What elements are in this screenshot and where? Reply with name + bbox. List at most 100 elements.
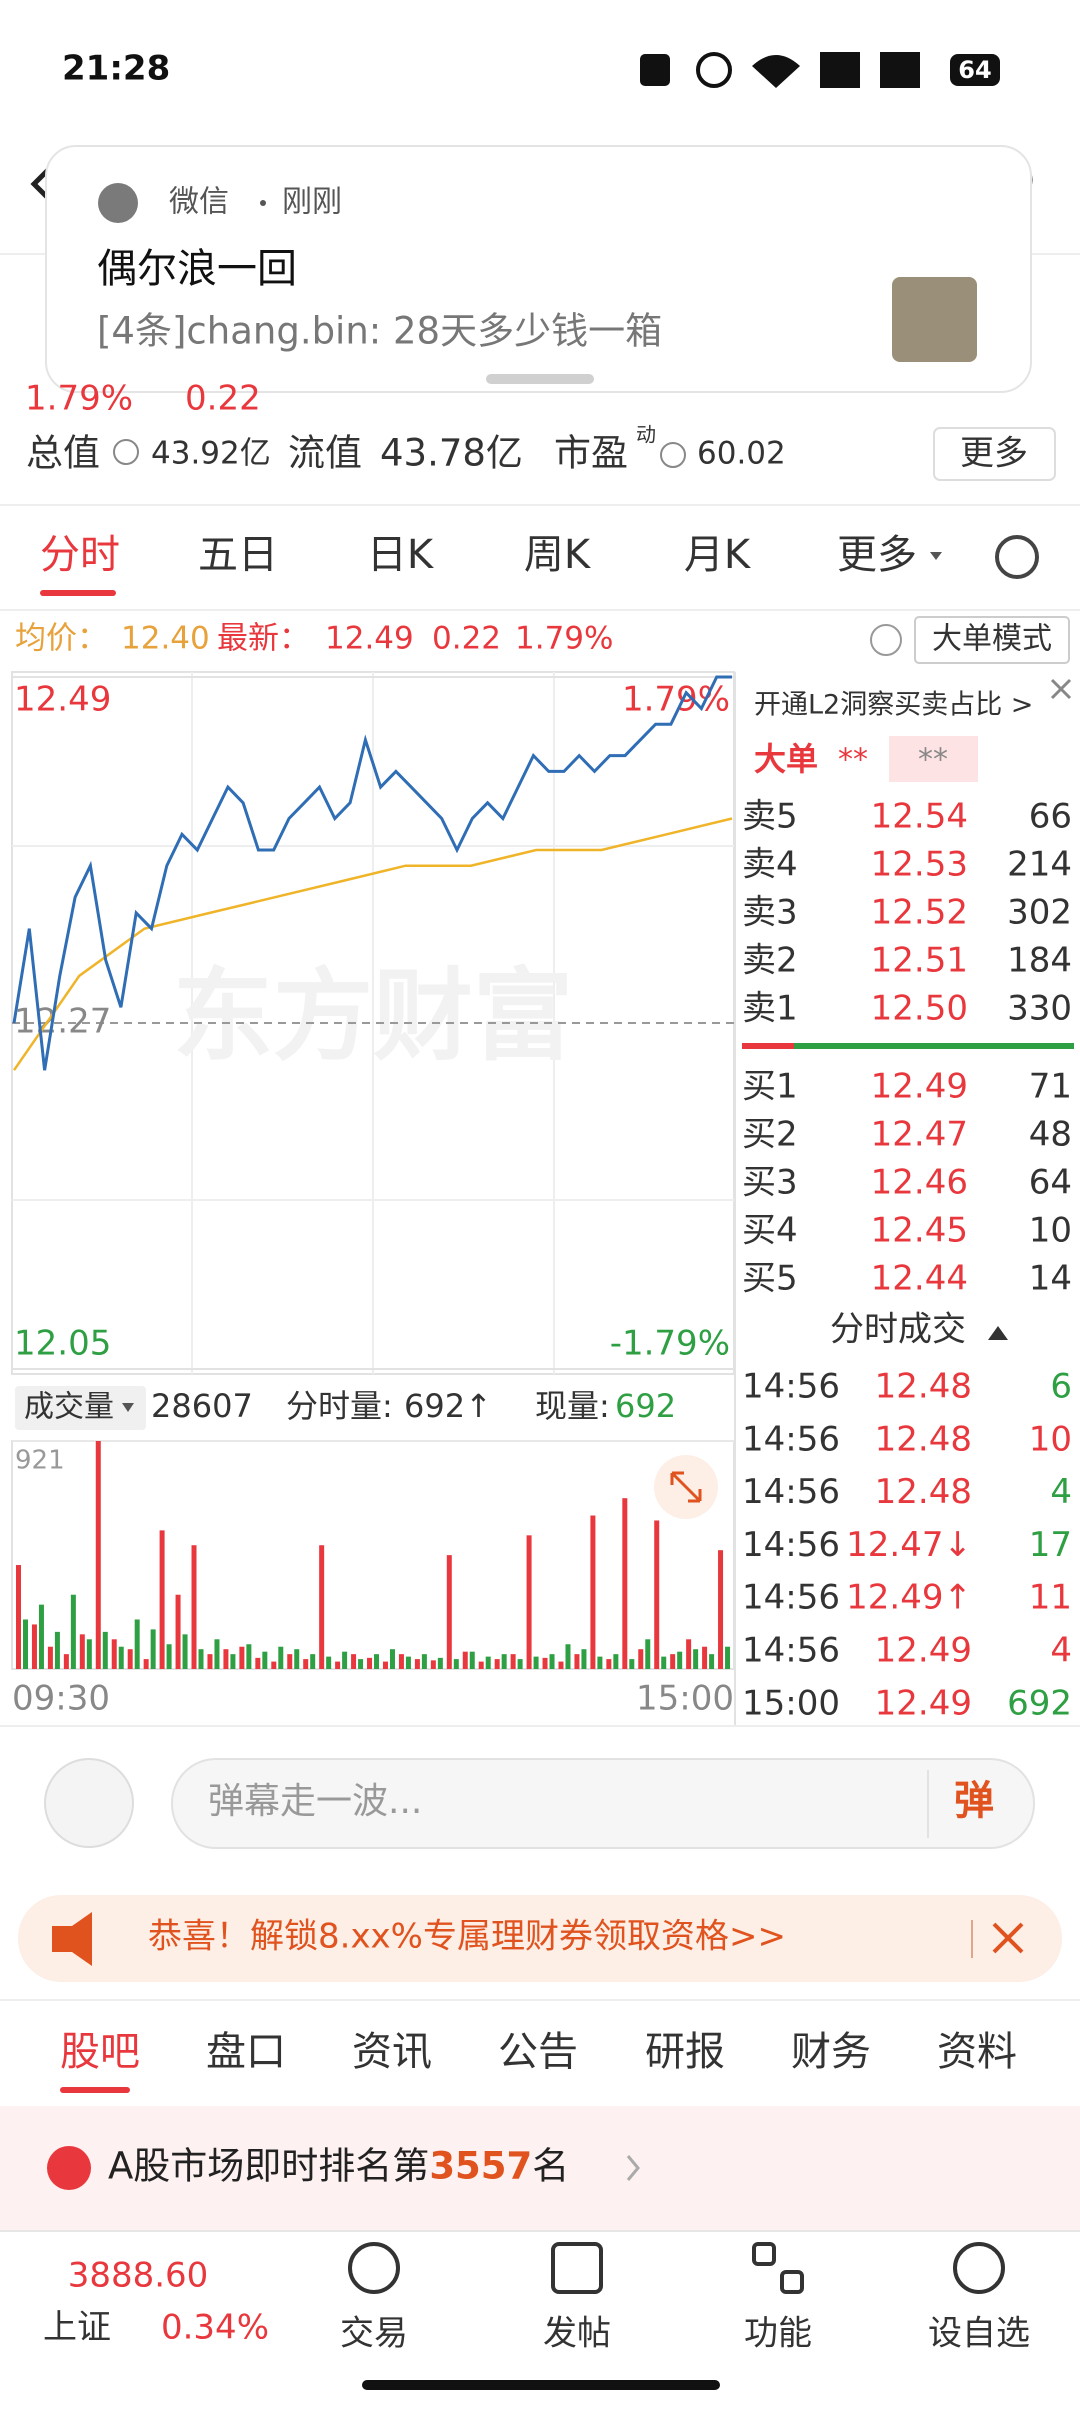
section-tab[interactable]: 研报 — [645, 2029, 725, 2075]
volume-bar — [271, 1661, 277, 1669]
promo-banner[interactable] — [18, 1895, 1062, 1982]
section-tab[interactable]: 盘口 — [206, 2029, 286, 2075]
book-label: 买1 — [742, 1067, 798, 1107]
nav-item[interactable]: 设自选 — [928, 2314, 1030, 2354]
volume-bar — [622, 1498, 628, 1669]
volume-bar — [63, 1654, 69, 1669]
volume-bar — [597, 1656, 603, 1669]
nav-item[interactable]: 功能 — [744, 2314, 812, 2354]
volume-bar — [437, 1657, 443, 1669]
trade-price: 12.47↓ — [846, 1525, 972, 1565]
notification-card[interactable] — [45, 145, 1032, 393]
volume-selector[interactable] — [15, 1386, 146, 1430]
tab[interactable]: 更多 — [837, 532, 917, 578]
info-icon — [660, 442, 686, 468]
tab[interactable]: 日K — [367, 532, 435, 578]
volume-bar — [629, 1659, 635, 1669]
danmu-button[interactable]: 弹 — [954, 1778, 994, 1824]
nfc-icon — [640, 54, 670, 86]
trade-time: 14:56 — [742, 1525, 840, 1565]
volume-bar — [239, 1646, 245, 1669]
volume-selector-label[interactable]: 成交量 — [24, 1390, 114, 1425]
volume-bar — [223, 1649, 229, 1669]
mode-button[interactable] — [914, 616, 1070, 664]
dropdown-icon — [930, 552, 942, 560]
more-button[interactable] — [933, 427, 1056, 481]
rank-banner[interactable] — [0, 2106, 1080, 2231]
comment-placeholder[interactable]: 弹幕走一波... — [208, 1781, 422, 1822]
trade-icon[interactable] — [348, 2242, 400, 2294]
l2-banner[interactable]: 开通L2洞察买卖占比 > — [754, 690, 1033, 721]
change: 0.22 — [185, 379, 261, 419]
tab[interactable]: 五日 — [198, 532, 278, 578]
trade-price: 12.49↑ — [846, 1578, 972, 1618]
book-price: 12.54 — [871, 797, 968, 837]
nav-item[interactable]: 交易 — [340, 2314, 408, 2354]
watchlist-icon[interactable] — [953, 2242, 1005, 2294]
wifi-icon — [752, 55, 800, 88]
volume-bar — [494, 1659, 500, 1669]
watermark: 东方财富 — [173, 957, 573, 1074]
close-icon[interactable] — [1050, 678, 1072, 700]
label: 动 — [636, 423, 656, 447]
volume-bar — [590, 1515, 596, 1669]
book-price: 12.45 — [871, 1211, 968, 1251]
volume-bar — [358, 1659, 364, 1669]
danmu-settings[interactable] — [44, 1758, 134, 1848]
volume-bar — [374, 1654, 380, 1669]
more-button-label[interactable]: 更多 — [960, 434, 1028, 474]
home-indicator — [362, 2380, 720, 2390]
volume-total: 28607 — [151, 1387, 253, 1425]
volume-bar — [389, 1649, 395, 1669]
section-tab[interactable]: 财务 — [791, 2029, 871, 2075]
trade-time: 14:56 — [742, 1419, 840, 1459]
book-volume: 48 — [1029, 1115, 1072, 1155]
last-price: 12.49 — [325, 621, 414, 657]
section-tab[interactable]: 公告 — [498, 2029, 578, 2075]
volume-bar — [246, 1644, 252, 1669]
x-tick-label: 09:30 — [12, 1679, 110, 1719]
nav-item[interactable]: 发帖 — [543, 2314, 611, 2354]
label: 市盈 — [554, 432, 628, 475]
function-icon[interactable] — [780, 2270, 804, 2294]
section-tab[interactable]: 资料 — [937, 2029, 1017, 2075]
volume-bar — [606, 1659, 612, 1669]
trades-title[interactable]: 分时成交 — [830, 1310, 966, 1350]
volume-bar — [718, 1550, 724, 1669]
close-icon[interactable] — [992, 1922, 1024, 1954]
tab[interactable]: 周K — [524, 532, 592, 578]
notification-title: 偶尔浪一回 — [97, 246, 297, 292]
tab[interactable]: 月K — [684, 532, 752, 578]
function-icon[interactable] — [752, 2242, 776, 2266]
volume-bar — [565, 1644, 571, 1669]
section-tab[interactable]: 股吧 — [60, 2029, 140, 2075]
volume-bar — [342, 1651, 348, 1669]
label: 最新： — [217, 621, 310, 657]
big-order-box — [889, 736, 978, 782]
post-icon[interactable] — [551, 2242, 603, 2294]
settings-icon[interactable] — [995, 535, 1039, 579]
book-price: 12.50 — [871, 989, 968, 1029]
volume-bar — [533, 1656, 539, 1669]
volume-bar — [159, 1530, 165, 1669]
book-label: 买3 — [742, 1163, 798, 1203]
mode-button-label[interactable]: 大单模式 — [932, 622, 1052, 657]
help-icon[interactable] — [870, 624, 902, 656]
expand-icon[interactable] — [670, 1471, 702, 1503]
volume-bar — [501, 1654, 507, 1669]
section-tab[interactable]: 资讯 — [352, 2029, 432, 2075]
volume-bar — [654, 1520, 660, 1669]
volume-bar — [95, 1441, 101, 1669]
volume-bar — [102, 1631, 108, 1669]
book-volume: 64 — [1029, 1163, 1072, 1203]
volume-bar — [118, 1646, 124, 1669]
promo-text[interactable]: 恭喜！解锁8.xx%专属理财券领取资格>> — [148, 1917, 786, 1957]
book-label: 买4 — [742, 1211, 798, 1251]
volume-bar — [574, 1654, 580, 1669]
comment-input[interactable] — [171, 1758, 1035, 1849]
volume-bar — [166, 1644, 172, 1669]
y-tick-label: 12.49 — [14, 680, 111, 720]
alarm-icon — [696, 52, 732, 88]
tab[interactable]: 分时 — [40, 532, 120, 578]
